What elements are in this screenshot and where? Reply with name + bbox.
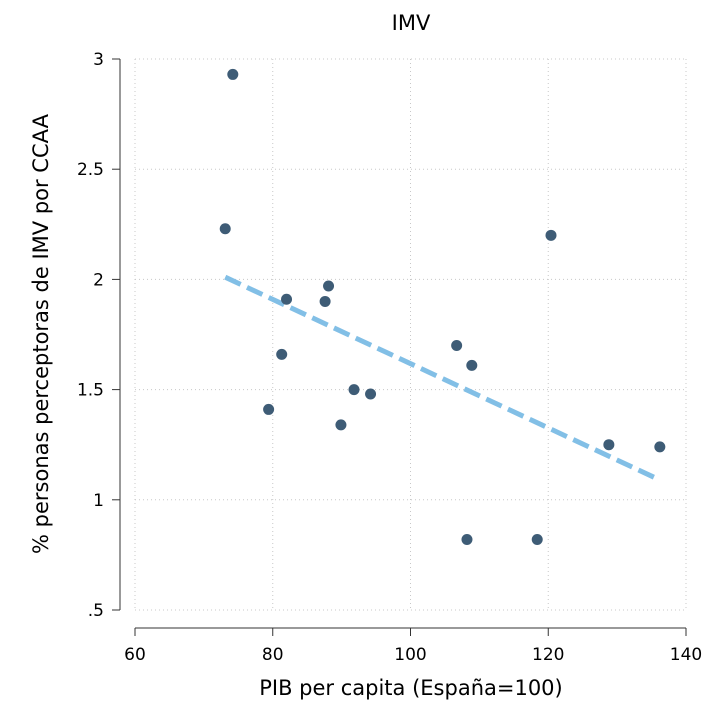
- y-tick-label: 1: [93, 491, 104, 511]
- fit-line-group: [224, 274, 661, 483]
- y-axis-ticks: .5 1 1.5 2 2.5 3: [77, 50, 120, 621]
- data-point: [276, 348, 288, 360]
- chart-title: IMV: [392, 11, 431, 35]
- x-tick-label: 100: [394, 645, 426, 665]
- data-point: [451, 340, 463, 352]
- data-point: [603, 439, 615, 451]
- data-point: [335, 419, 347, 431]
- x-tick-label: 120: [532, 645, 564, 665]
- x-axis-label: PIB per capita (España=100): [259, 676, 563, 700]
- data-points: [219, 68, 666, 545]
- y-axis-label: % personas perceptoras de IMV por CCAA: [29, 113, 53, 554]
- y-tick-label: .5: [88, 601, 104, 621]
- fit-line: [224, 274, 661, 483]
- data-point: [654, 441, 666, 453]
- y-tick-label: 3: [93, 50, 104, 70]
- data-point: [545, 229, 557, 241]
- data-point: [263, 403, 275, 415]
- data-point: [219, 223, 231, 235]
- data-point: [227, 68, 239, 80]
- data-point: [531, 533, 543, 545]
- x-tick-label: 60: [124, 645, 146, 665]
- data-point: [281, 293, 293, 305]
- data-point: [466, 359, 478, 371]
- data-point: [319, 295, 331, 307]
- data-point: [365, 388, 377, 400]
- y-tick-label: 1.5: [77, 381, 104, 401]
- y-tick-label: 2.5: [77, 160, 104, 180]
- y-tick-label: 2: [93, 270, 104, 290]
- x-tick-label: 80: [262, 645, 284, 665]
- data-point: [348, 384, 360, 396]
- data-point: [323, 280, 335, 292]
- data-point: [461, 533, 473, 545]
- x-axis-ticks: 60 80 100 120 140: [124, 628, 702, 665]
- x-tick-label: 140: [670, 645, 702, 665]
